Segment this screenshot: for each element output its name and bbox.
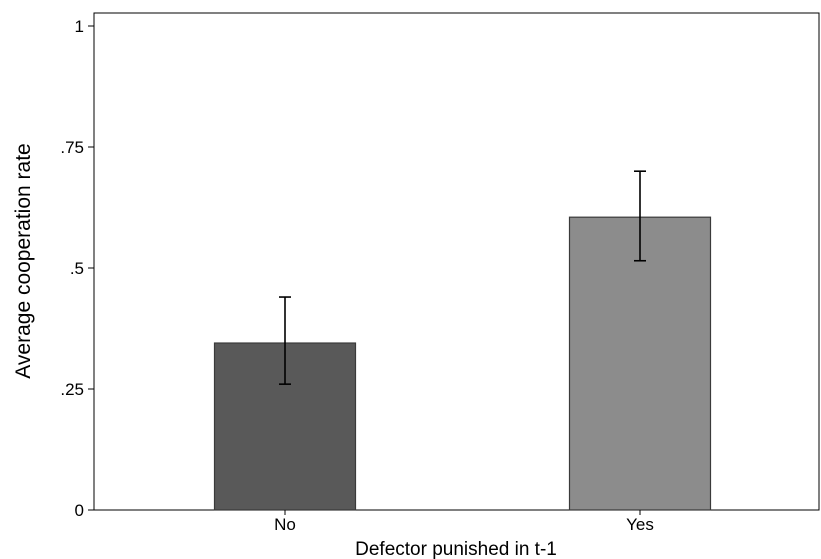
y-axis-title: Average cooperation rate <box>12 143 35 378</box>
x-axis: No Yes <box>274 510 654 534</box>
bar-yes <box>568 216 712 511</box>
x-tick-label: No <box>274 515 296 534</box>
y-tick-label: 0 <box>75 501 84 520</box>
error-bars-layer <box>279 170 646 385</box>
y-tick-label: .5 <box>70 259 84 278</box>
x-tick-label: Yes <box>626 515 654 534</box>
y-tick-label: 1 <box>75 17 84 36</box>
plot-frame <box>93 12 820 511</box>
x-axis-title: Defector punished in t-1 <box>355 539 557 559</box>
y-tick-label: .25 <box>60 380 84 399</box>
y-tick-label: .75 <box>60 138 84 157</box>
y-axis: 0 .25 .5 .75 1 <box>60 17 94 520</box>
